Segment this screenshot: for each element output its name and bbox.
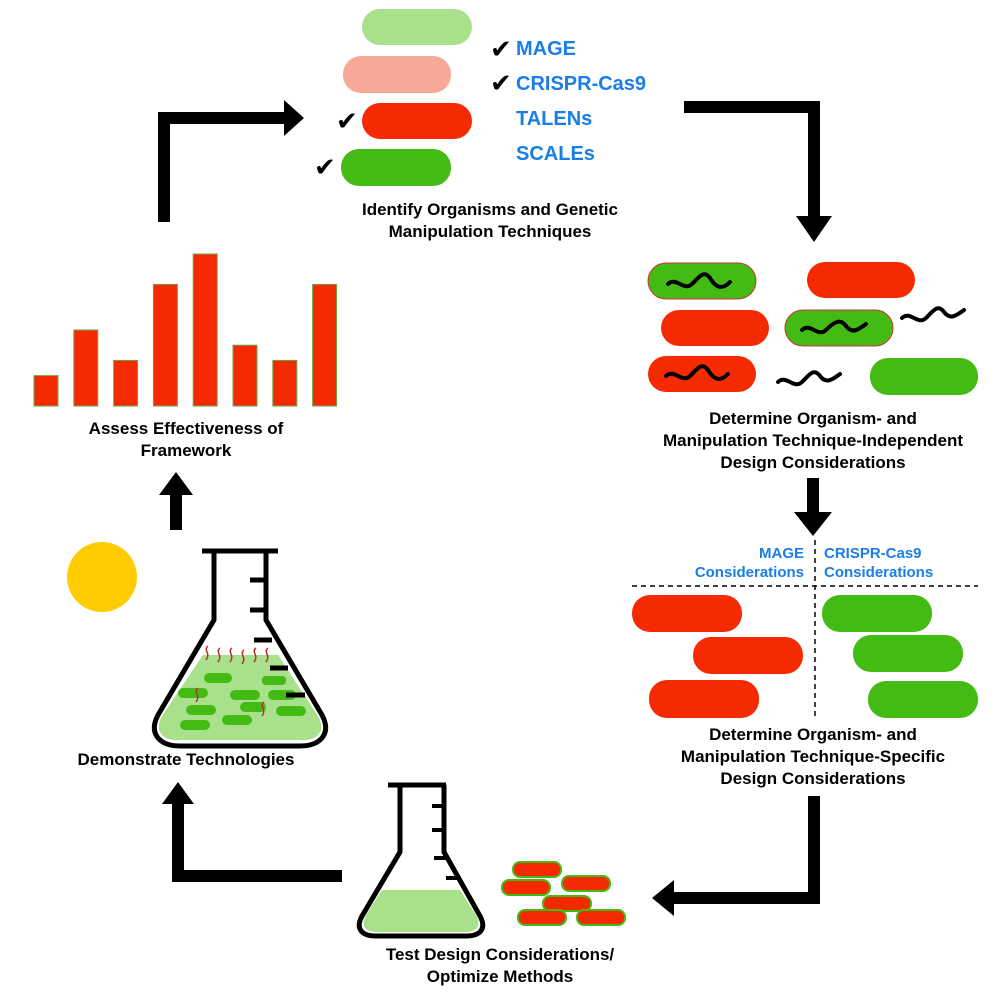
mage-considerations-line1: MAGE	[759, 545, 804, 562]
independent-cluster	[647, 262, 978, 395]
arrow-to-assess	[159, 472, 193, 530]
dna-strand-icon	[664, 364, 730, 381]
flask-liquid	[363, 890, 479, 932]
chart-bar	[33, 375, 59, 407]
cycle-arrows	[158, 100, 832, 916]
crispr-considerations: CRISPR-Cas9 Considerations	[824, 544, 984, 582]
flask-marks	[250, 577, 305, 698]
bacteria-icon	[343, 56, 451, 93]
step-test-line2: Optimize Methods	[426, 967, 574, 986]
step-independent: Determine Organism- and Manipulation Tec…	[628, 408, 998, 474]
flask-icon	[151, 548, 329, 749]
check-icon: ✔	[336, 107, 358, 137]
bacteria-icon	[542, 895, 592, 912]
step-independent-line3: Design Considerations	[720, 453, 906, 472]
chart-bar	[152, 283, 178, 407]
bacteria-icon	[648, 356, 756, 392]
bacteria-icon	[649, 680, 759, 718]
bacteria-icon	[870, 358, 978, 395]
step-test: Test Design Considerations/ Optimize Met…	[340, 944, 660, 988]
crispr-considerations-line2: Considerations	[824, 564, 934, 581]
flask-outline	[356, 782, 486, 939]
mage-considerations-line2: Considerations	[694, 564, 804, 581]
check-icon: ✔	[490, 35, 512, 65]
step-specific: Determine Organism- and Manipulation Tec…	[640, 724, 986, 790]
crispr-considerations-line1: CRISPR-Cas9	[824, 545, 922, 562]
dna-strand-icon	[900, 306, 966, 323]
bacteria-icon	[647, 262, 757, 300]
step-independent-line2: Manipulation Technique-Independent	[662, 431, 963, 450]
chart-bar	[312, 283, 338, 407]
bacteria-icon	[501, 879, 551, 896]
technique-scales: SCALEs	[516, 143, 595, 165]
bacteria-icon	[561, 875, 611, 892]
bacteria-icon	[517, 909, 567, 926]
bacteria-icon	[868, 681, 978, 718]
step-demonstrate-line1: Demonstrate Technologies	[77, 750, 295, 769]
dna-strands	[664, 272, 966, 387]
step-assess-line2: Framework	[140, 441, 232, 460]
bacteria-icon	[807, 262, 915, 298]
bacteria-icon	[362, 9, 472, 45]
chart-bar	[113, 359, 139, 407]
step-assess: Assess Effectiveness of Framework	[36, 418, 336, 462]
step-independent-line1: Determine Organism- and	[709, 409, 917, 428]
flask-outline	[151, 548, 329, 749]
step-assess-line1: Assess Effectiveness of	[88, 419, 284, 438]
organism-stack	[341, 9, 472, 186]
technique-crispr: CRISPR-Cas9	[516, 73, 647, 95]
arrow-to-test	[652, 796, 820, 916]
bacteria-icon	[362, 103, 472, 139]
step-demonstrate: Demonstrate Technologies	[36, 749, 336, 771]
bacteria-icon	[661, 310, 769, 346]
test-bacteria	[501, 861, 626, 926]
flask-marks	[432, 804, 460, 880]
step-specific-line1: Determine Organism- and	[709, 725, 917, 744]
step-identify-line2: Manipulation Techniques	[388, 222, 592, 241]
step-identify-line1: Identify Organisms and Genetic	[361, 200, 618, 219]
technique-mage: MAGE	[516, 38, 576, 60]
bacteria-icon	[784, 309, 894, 347]
specific-cluster	[632, 540, 978, 720]
flask-icon	[356, 782, 486, 939]
sun-icon	[67, 542, 137, 612]
arrow-to-specific	[794, 478, 832, 536]
step-identify: Identify Organisms and Genetic Manipulat…	[320, 199, 660, 243]
bacteria-icon	[632, 595, 742, 632]
mage-considerations: MAGE Considerations	[652, 544, 804, 582]
bacteria-icon	[822, 595, 932, 632]
arrow-to-demonstrate	[162, 782, 342, 882]
bacteria-icon	[693, 637, 803, 674]
bacteria-icon	[512, 861, 562, 878]
arrow-to-independent	[684, 101, 832, 242]
check-icon: ✔	[490, 69, 512, 99]
technique-talens: TALENs	[516, 108, 593, 130]
step-specific-line2: Manipulation Technique-Specific	[680, 747, 946, 766]
bacteria-icon	[576, 909, 626, 926]
check-icon: ✔	[314, 153, 336, 183]
chart-bar	[272, 359, 298, 407]
chart-bar	[232, 344, 258, 407]
dna-strand-icon	[800, 319, 868, 335]
chart-bar	[73, 329, 99, 407]
bacteria-icon	[341, 149, 451, 186]
dna-strand-icon	[666, 272, 732, 289]
arrow-to-identify	[158, 100, 304, 222]
step-test-line1: Test Design Considerations/	[385, 945, 615, 964]
chart-bar	[192, 253, 218, 407]
bacteria-icon	[853, 635, 963, 672]
step-specific-line3: Design Considerations	[720, 769, 906, 788]
effectiveness-bar-chart	[33, 253, 338, 407]
flask-dna	[195, 645, 269, 717]
dna-strand-icon	[776, 370, 842, 387]
